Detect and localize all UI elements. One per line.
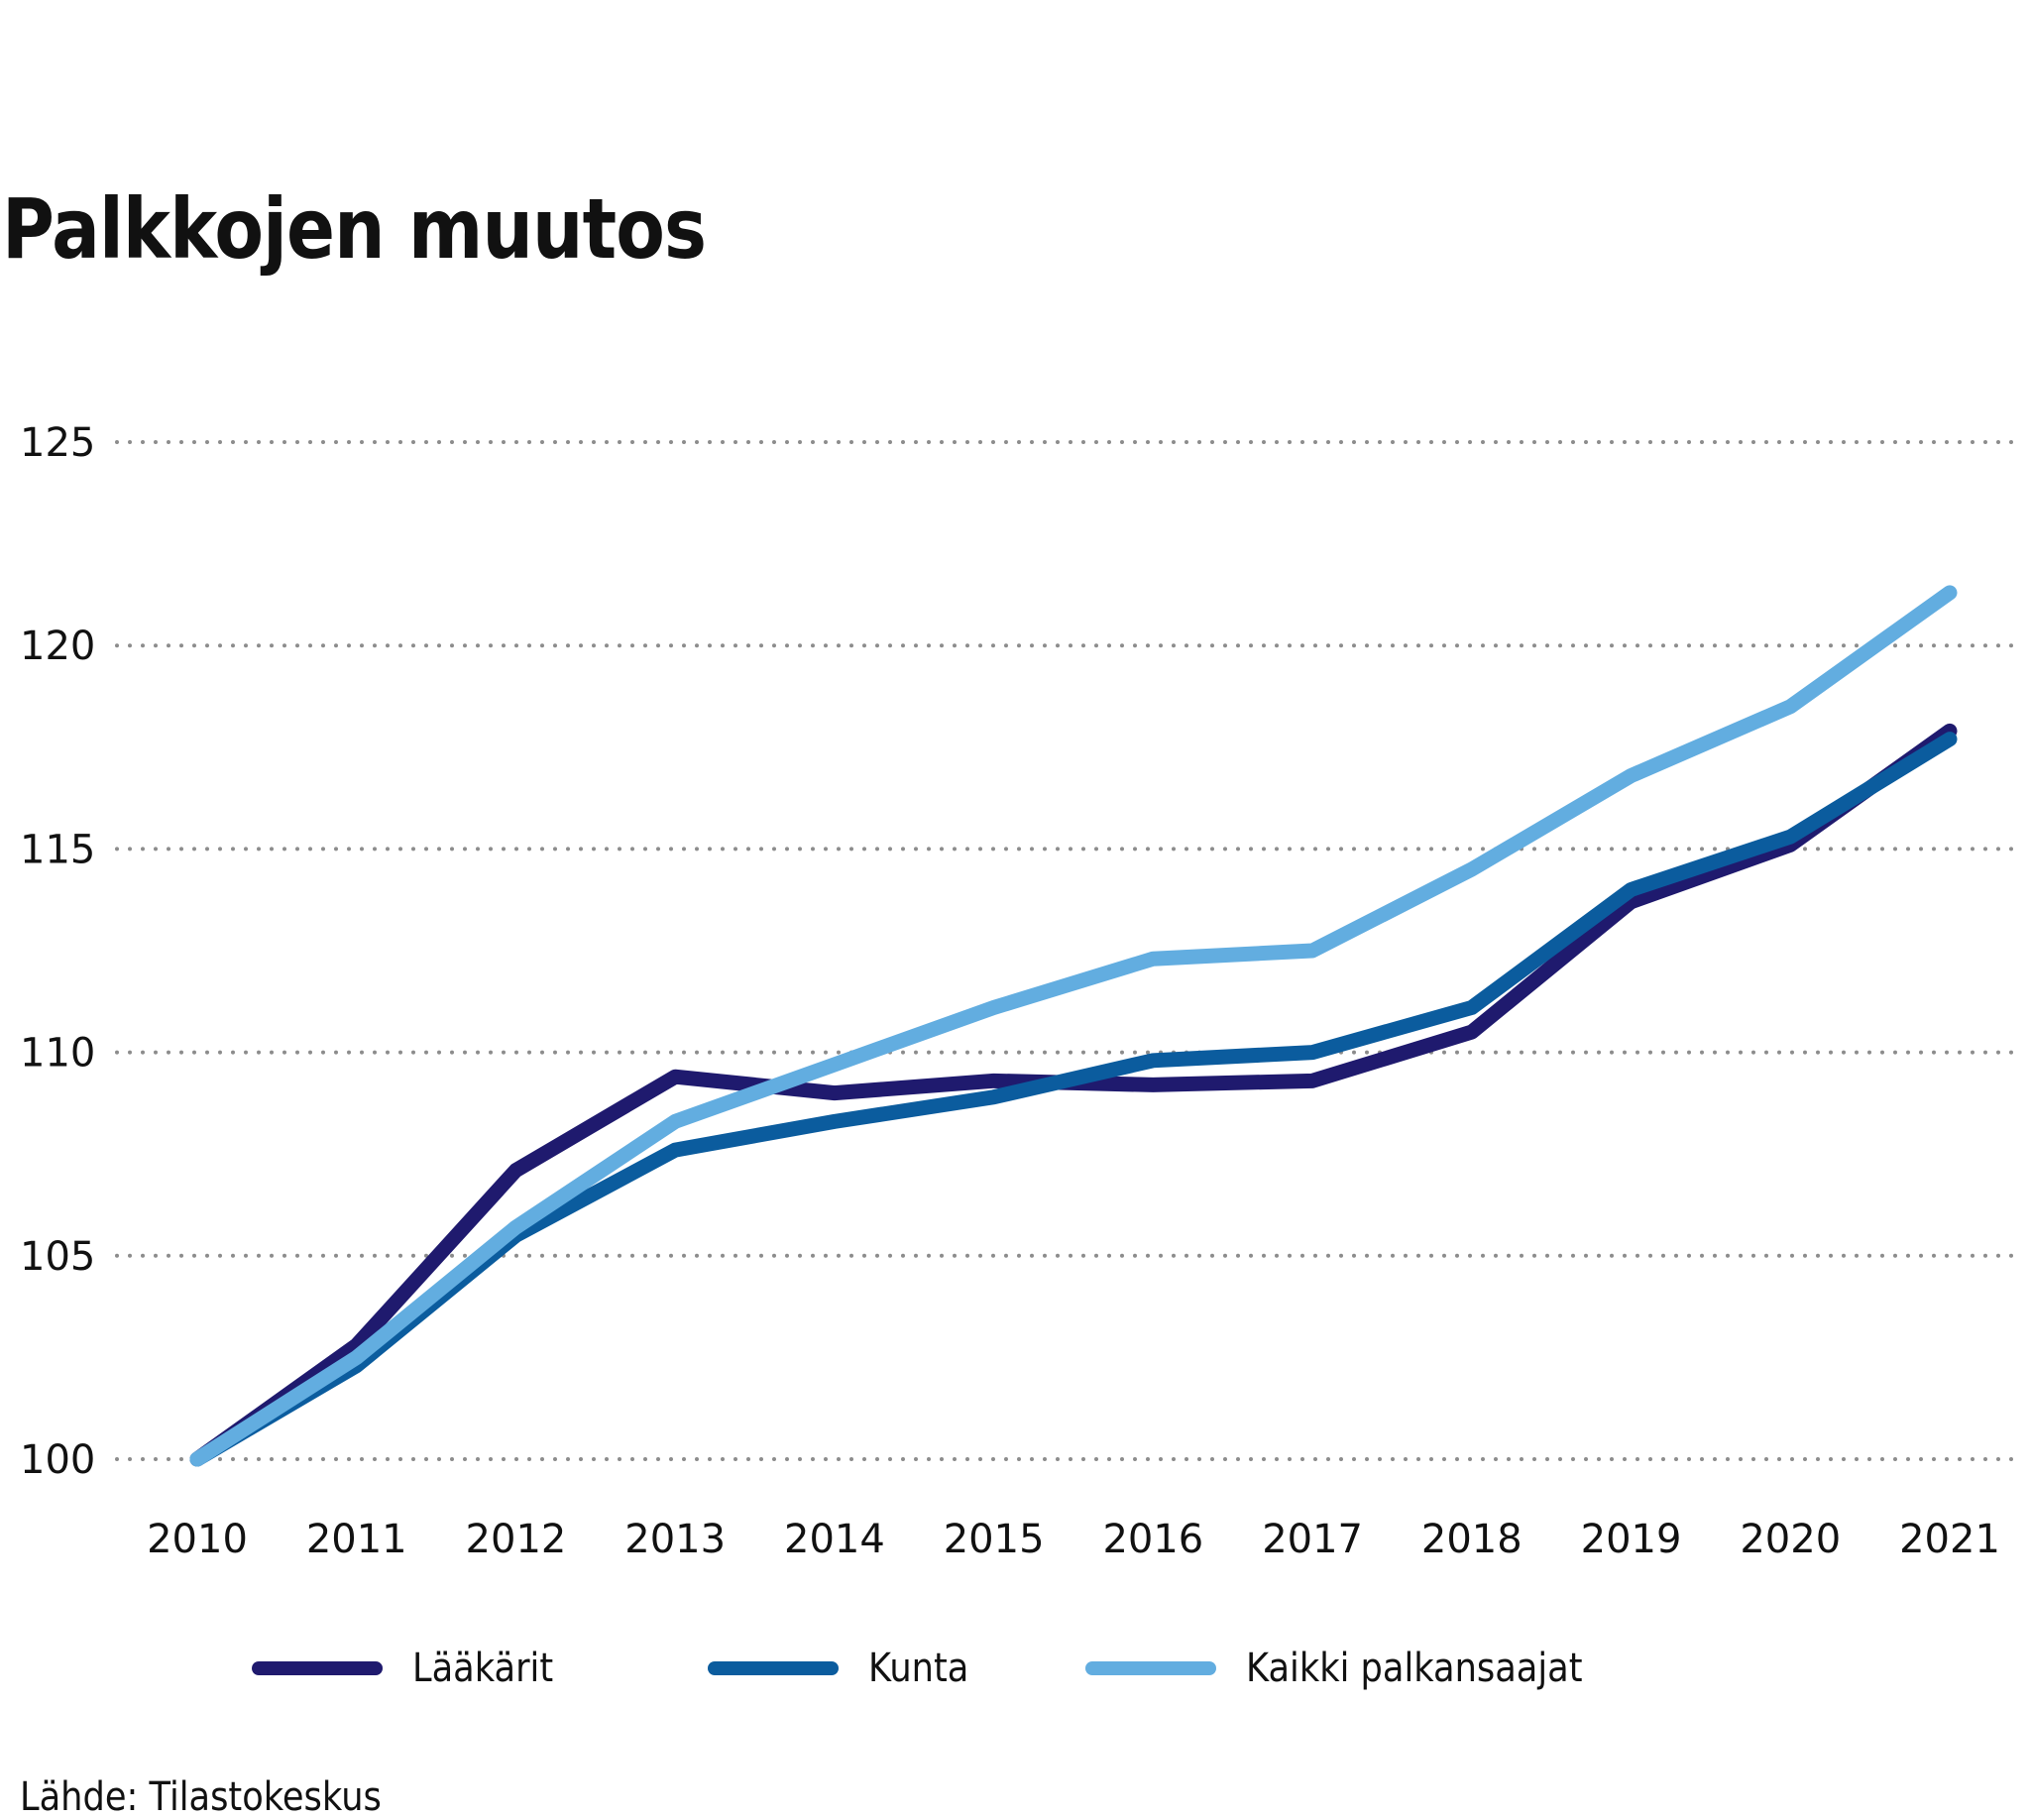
- y-tick-label: 120: [20, 624, 95, 669]
- y-tick-label: 105: [20, 1234, 95, 1280]
- x-tick-label: 2013: [624, 1517, 726, 1562]
- legend-label-laakarit: Lääkärit: [412, 1646, 554, 1691]
- y-tick-label: 115: [20, 827, 95, 872]
- x-tick-label: 2014: [784, 1517, 885, 1562]
- source-note: Lähde: Tilastokeskus: [20, 1774, 382, 1820]
- x-tick-label: 2010: [147, 1517, 248, 1562]
- y-axis-ticks: 100 105 110 115 120 125: [20, 420, 95, 1483]
- legend-item-kaikki-palkansaajat: Kaikki palkansaajat: [1085, 1646, 1629, 1691]
- x-axis-ticks: 2010 2011 2012 2013 2014 2015 2016 2017 2018 2019…: [147, 1517, 2000, 1562]
- x-tick-label: 2020: [1740, 1517, 1841, 1562]
- legend-item-kunta: Kunta: [708, 1646, 982, 1691]
- x-tick-label: 2016: [1102, 1517, 1203, 1562]
- x-tick-label: 2012: [466, 1517, 567, 1562]
- x-tick-label: 2021: [1899, 1517, 2000, 1562]
- x-tick-label: 2015: [944, 1517, 1045, 1562]
- series-line-kaikki-palkansaajat: [189, 585, 1958, 1467]
- gridlines: [115, 440, 2024, 1461]
- legend-item-laakarit: Lääkärit: [252, 1646, 573, 1691]
- y-tick-label: 110: [20, 1031, 95, 1077]
- legend-label-kaikki-palkansaajat: Kaikki palkansaajat: [1246, 1646, 1583, 1691]
- legend-swatch-kunta: [708, 1661, 839, 1675]
- x-tick-label: 2018: [1421, 1517, 1522, 1562]
- series-line-kunta: [189, 732, 1958, 1467]
- x-tick-label: 2019: [1581, 1517, 1682, 1562]
- x-tick-label: 2011: [306, 1517, 407, 1562]
- legend-swatch-laakarit: [252, 1661, 383, 1675]
- y-tick-label: 100: [20, 1437, 95, 1483]
- legend: Lääkärit Kunta Kaikki palkansaajat: [0, 1646, 2030, 1705]
- legend-swatch-kaikki-palkansaajat: [1085, 1661, 1216, 1675]
- legend-label-kunta: Kunta: [868, 1646, 969, 1691]
- y-tick-label: 125: [20, 420, 95, 466]
- chart-title: Palkkojen muutos: [2, 180, 707, 278]
- series-lines: [189, 585, 1958, 1467]
- series-line-l-k-rit: [189, 723, 1958, 1467]
- x-tick-label: 2017: [1262, 1517, 1363, 1562]
